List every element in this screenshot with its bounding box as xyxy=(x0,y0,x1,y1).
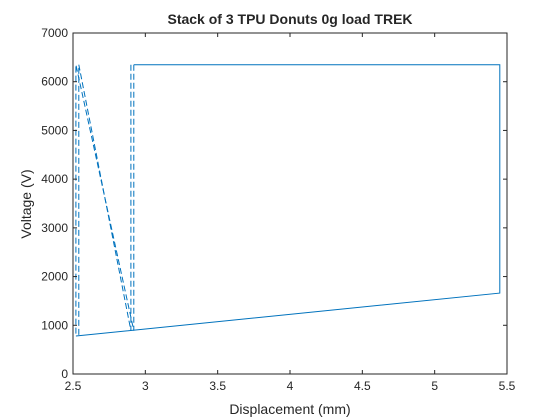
x-tick-label: 3.5 xyxy=(209,379,226,393)
x-tick-label: 5 xyxy=(431,379,438,393)
x-tick-label: 4 xyxy=(287,379,294,393)
axis-ticks: 2.5 3 3.5 4 4.5 5 5.5 0 1000 2000 3000 4000 5000 6000… xyxy=(41,26,515,393)
x-tick-label: 5.5 xyxy=(499,379,516,393)
plot-area xyxy=(72,32,508,375)
data-series-line-3 xyxy=(78,64,132,336)
y-tick-label: 2000 xyxy=(41,270,68,284)
y-tick-label: 1000 xyxy=(41,318,68,332)
y-tick-label: 4000 xyxy=(41,172,68,186)
x-axis-label: Displacement (mm) xyxy=(229,401,350,417)
y-tick-label: 3000 xyxy=(41,221,68,235)
y-axis-label: Voltage (V) xyxy=(18,169,34,238)
chart-title: Stack of 3 TPU Donuts 0g load TREK xyxy=(167,11,412,27)
axes-box xyxy=(72,32,508,375)
data-series-line-1 xyxy=(75,64,501,337)
y-tick-label: 6000 xyxy=(41,75,68,89)
x-tick-label: 4.5 xyxy=(354,379,371,393)
y-tick-label: 0 xyxy=(61,367,68,381)
x-tick-label: 2.5 xyxy=(65,379,82,393)
y-tick-label: 5000 xyxy=(41,123,68,137)
x-tick-label: 3 xyxy=(142,379,149,393)
y-tick-label: 7000 xyxy=(41,26,68,40)
